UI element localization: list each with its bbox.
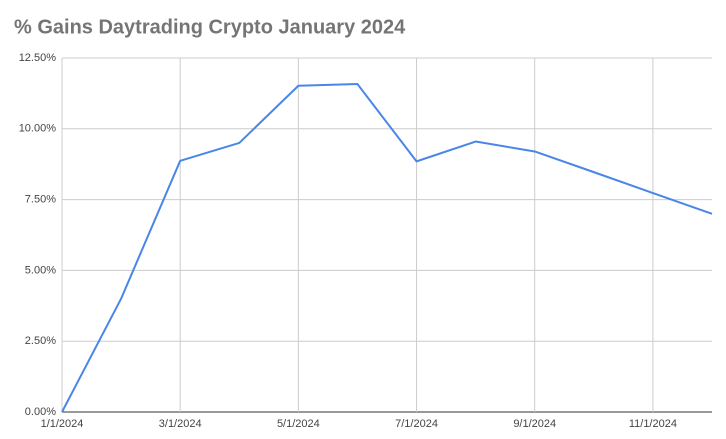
x-tick-label: 5/1/2024 [277,418,320,430]
x-tick-label: 3/1/2024 [159,418,202,430]
y-tick-label: 12.50% [19,52,57,64]
data-line [61,83,713,413]
y-tick-label: 7.50% [25,194,56,206]
y-tick-label: 10.00% [19,123,57,135]
y-tick-label: 2.50% [25,335,56,347]
x-tick-label: 9/1/2024 [513,418,556,430]
x-tick-label: 11/1/2024 [629,418,677,430]
x-tick-label: 1/1/2024 [41,418,84,430]
x-tick-label: 7/1/2024 [395,418,438,430]
y-tick-label: 0.00% [25,406,56,418]
y-tick-label: 5.00% [25,264,56,276]
chart-title: % Gains Daytrading Crypto January 2024 [14,16,406,38]
